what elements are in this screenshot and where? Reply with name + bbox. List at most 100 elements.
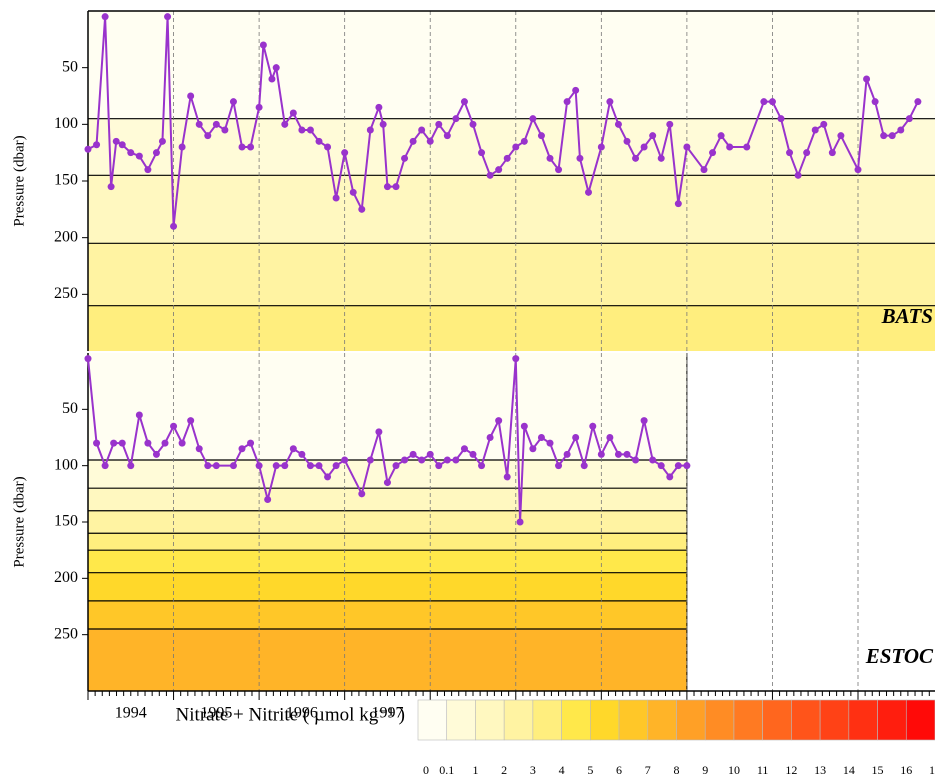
nitracline-point	[871, 98, 879, 106]
nitracline-point	[164, 13, 172, 21]
nitracline-point	[418, 456, 426, 464]
nitracline-point	[546, 154, 554, 162]
nitracline-point	[478, 149, 486, 157]
panel-label: ESTOC	[865, 644, 934, 668]
nitracline-point	[315, 462, 323, 470]
nitracline-point	[418, 126, 426, 134]
nitracline-point	[623, 137, 631, 145]
nitracline-point	[366, 456, 374, 464]
nitracline-point	[649, 456, 657, 464]
nitracline-point	[178, 143, 186, 151]
nitracline-point	[649, 132, 657, 140]
nitracline-point	[289, 445, 297, 453]
nitracline-point	[93, 141, 101, 149]
nitracline-point	[529, 445, 537, 453]
contour-band	[88, 175, 935, 244]
nitracline-point	[786, 149, 794, 157]
nitracline-point	[606, 98, 614, 106]
nitracline-point	[118, 439, 126, 447]
nitracline-point	[426, 450, 434, 458]
nitracline-point	[469, 450, 477, 458]
nitracline-point	[426, 137, 434, 145]
nitracline-point	[606, 434, 614, 441]
contour-band	[88, 305, 935, 351]
nitracline-point	[452, 456, 460, 464]
colorbar-cell	[446, 699, 476, 741]
panel-label: BATS	[881, 304, 933, 328]
nitracline-point	[401, 154, 409, 162]
nitracline-point	[495, 417, 503, 425]
nitracline-point	[358, 205, 366, 213]
nitracline-point	[435, 462, 443, 470]
nitracline-point	[144, 166, 152, 174]
colorbar-label: Nitrate + Nitrite ( µmol kg⁻¹ )	[176, 704, 405, 725]
nitracline-point	[768, 98, 776, 106]
nitracline-point	[268, 75, 276, 83]
nitracline-point	[264, 495, 272, 503]
nitracline-point	[683, 462, 691, 470]
nitracline-point	[478, 462, 486, 470]
colorbar-tick-label: 11	[757, 763, 769, 777]
nitracline-point	[512, 355, 520, 363]
nitracline-point	[127, 149, 135, 157]
colorbar-tick-label: 4	[559, 763, 565, 777]
nitracline-point	[760, 98, 768, 106]
nitracline-point	[247, 439, 255, 447]
nitracline-point	[229, 98, 237, 106]
colorbar-tick-label: 12	[785, 763, 797, 777]
contour-band	[88, 488, 687, 511]
nitracline-point	[914, 98, 922, 106]
colorbar-cell	[590, 699, 620, 741]
nitracline-point	[178, 439, 186, 447]
colorbar-cell	[791, 699, 821, 741]
nitracline-point	[101, 13, 109, 21]
colorbar-tick-label: 13	[814, 763, 826, 777]
nitracline-point	[238, 143, 246, 151]
nitracline-point	[358, 490, 366, 498]
nitracline-point	[212, 462, 220, 470]
nitracline-point	[520, 137, 528, 145]
nitracline-point	[683, 143, 691, 151]
y-axis-label: Pressure (dbar)	[11, 476, 27, 567]
nitracline-point	[152, 450, 160, 458]
nitracline-point	[585, 188, 592, 196]
y-tick-label: 250	[54, 285, 78, 302]
nitracline-point	[460, 445, 468, 453]
colorbar-tick-label: 7	[645, 763, 651, 777]
y-tick-label: 250	[54, 625, 78, 642]
nitracline-point	[563, 450, 571, 458]
nitracline-point	[854, 166, 862, 174]
nitracline-point	[375, 103, 383, 111]
nitracline-point	[666, 120, 674, 128]
colorbar-tick-label: 10	[728, 763, 740, 777]
nitracline-point	[657, 462, 665, 470]
colorbar-cell	[848, 699, 878, 741]
nitracline-point	[580, 462, 588, 470]
nitracline-point	[187, 417, 195, 425]
nitracline-point	[324, 143, 332, 151]
colorbar-cell	[475, 699, 505, 741]
nitracline-point	[623, 450, 631, 458]
colorbar-cell	[733, 699, 763, 741]
y-tick-label: 100	[54, 456, 78, 473]
colorbar-tick-label: 14	[843, 763, 855, 777]
nitracline-point	[161, 439, 169, 447]
nitracline-point	[880, 132, 888, 140]
nitracline-point	[486, 171, 494, 179]
nitracline-point	[366, 126, 374, 134]
nitracline-point	[383, 479, 391, 487]
nitracline-point	[495, 166, 503, 174]
colorbar-cell	[561, 699, 591, 741]
y-tick-label: 50	[62, 400, 78, 417]
nitracline-point	[700, 166, 708, 174]
x-tick-label: 1994	[115, 705, 147, 722]
y-tick-label: 150	[54, 513, 78, 530]
nitracline-point	[332, 194, 340, 202]
colorbar-cell	[762, 699, 792, 741]
nitracline-point	[460, 98, 468, 106]
nitracline-point	[112, 137, 120, 145]
nitracline-point	[409, 137, 417, 145]
nitracline-point	[503, 154, 511, 162]
contour-band	[88, 629, 687, 691]
nitracline-point	[247, 143, 255, 151]
